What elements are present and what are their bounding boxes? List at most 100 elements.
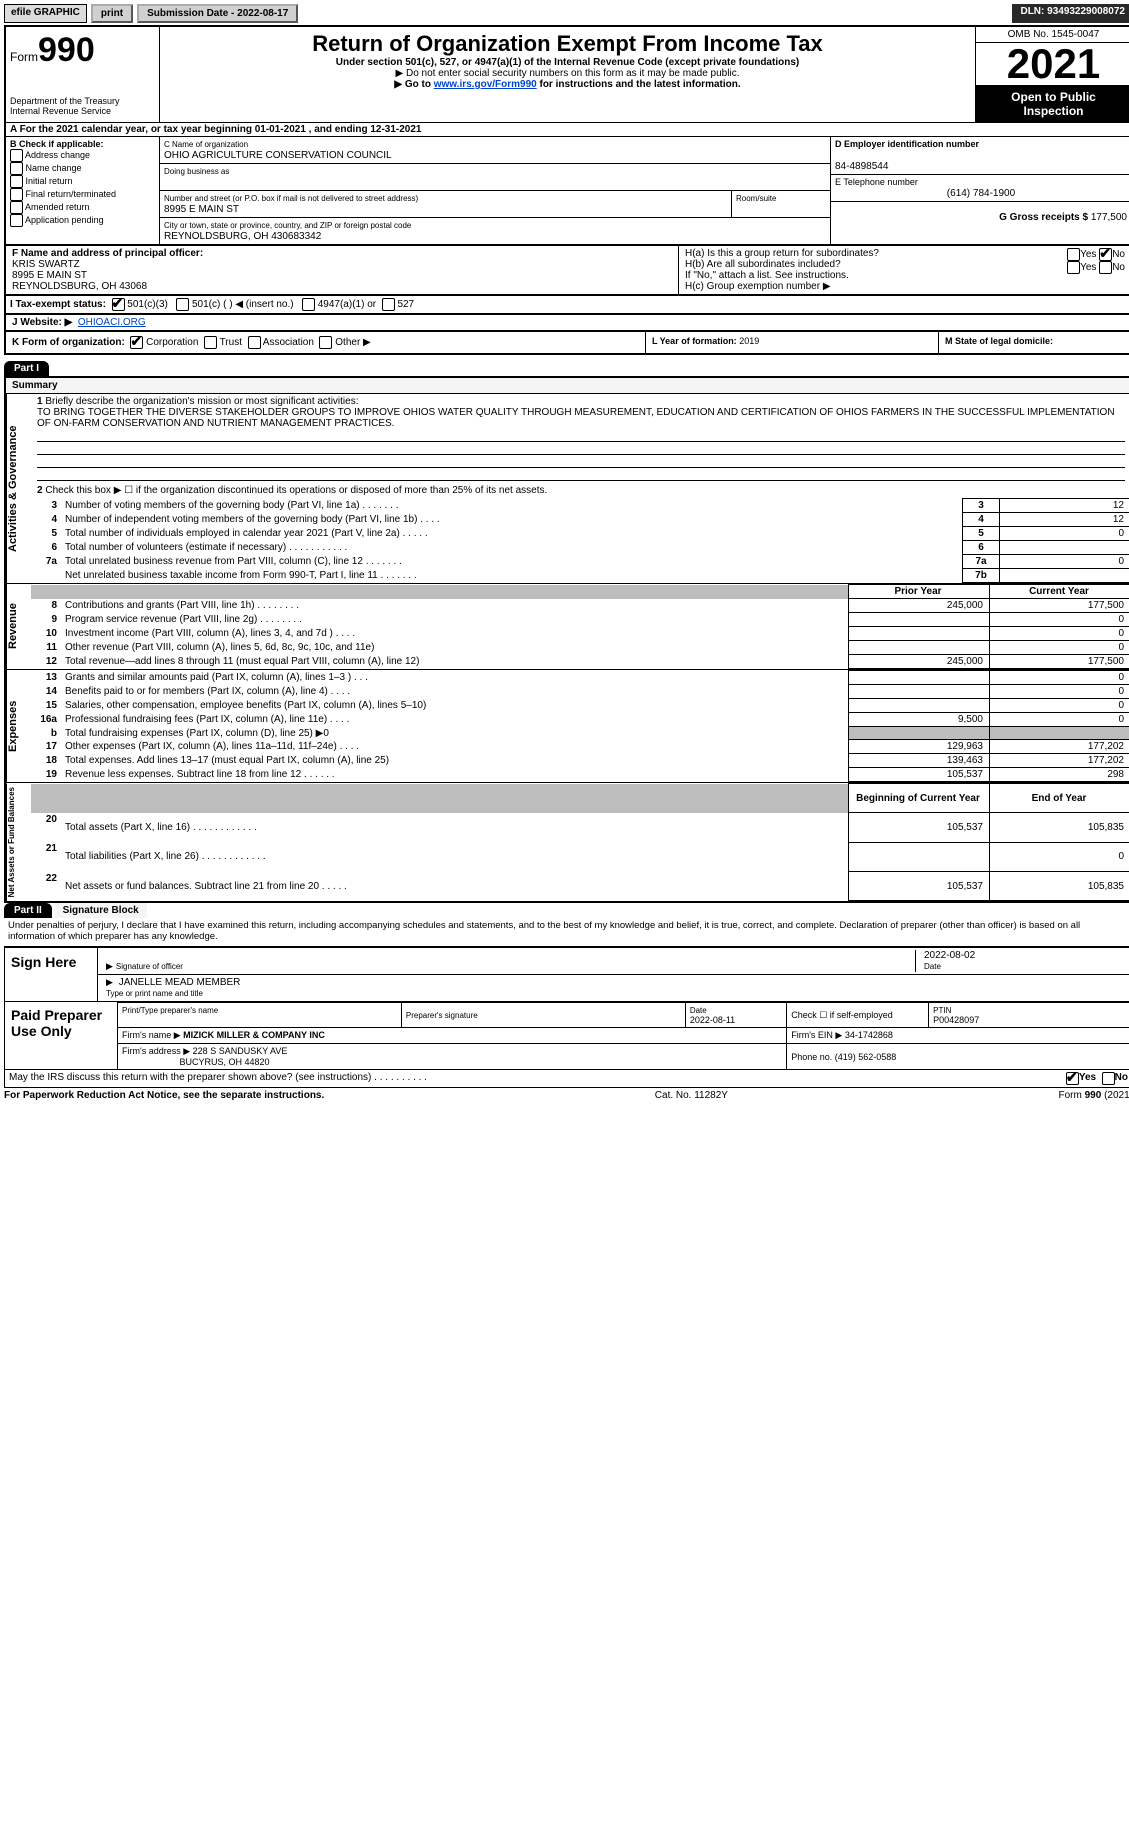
paid-preparer-table: Print/Type preparer's name Preparer's si… [117,1002,1129,1069]
print-button[interactable]: print [91,4,133,23]
org-info-grid: B Check if applicable: Address change Na… [4,137,1129,246]
street-label: Number and street (or P.O. box if mail i… [164,194,418,203]
addr-change-checkbox[interactable] [10,149,23,162]
submission-date-button[interactable]: Submission Date - 2022-08-17 [137,4,298,23]
hb-yes-checkbox[interactable] [1067,261,1080,274]
4947-label: 4947(a)(1) or [318,299,376,310]
tax-exempt-row: I Tax-exempt status: 501(c)(3) 501(c) ( … [4,296,1129,315]
firm-addr1: 228 S SANDUSKY AVE [193,1046,288,1056]
firm-addr2: BUCYRUS, OH 44820 [180,1057,270,1067]
period-text: For the 2021 calendar year, or tax year … [20,124,422,135]
form-title: Return of Organization Exempt From Incom… [168,31,967,57]
i-label: I Tax-exempt status: [10,299,106,310]
501c3-checkbox[interactable] [112,298,125,311]
room-label: Room/suite [736,194,776,203]
ssn-hint: ▶ Do not enter social security numbers o… [168,68,967,79]
goto-post: for instructions and the latest informat… [537,79,741,90]
assoc-checkbox[interactable] [248,336,261,349]
hb-no-label: No [1112,262,1125,273]
summary-title: Summary [6,378,1129,394]
trust-checkbox[interactable] [204,336,217,349]
revenue-table: Prior YearCurrent Year8Contributions and… [31,584,1129,669]
org-name: OHIO AGRICULTURE CONSERVATION COUNCIL [164,150,392,161]
instructions-link[interactable]: www.irs.gov/Form990 [434,79,537,90]
q2-text: Check this box ▶ ☐ if the organization d… [45,485,547,496]
city-label: City or town, state or province, country… [164,221,411,230]
website-link[interactable]: OHIOACI.ORG [78,317,146,328]
netassets-vlabel: Net Assets or Fund Balances [6,783,31,901]
officer-addr2: REYNOLDSBURG, OH 43068 [12,281,147,292]
website-row: J Website: ▶ OHIOACI.ORG [4,315,1129,332]
klm-row: K Form of organization: Corporation Trus… [4,332,1129,355]
c-name-label: C Name of organization [164,140,248,149]
4947-checkbox[interactable] [302,298,315,311]
527-label: 527 [397,299,414,310]
principal-and-group: F Name and address of principal officer:… [4,246,1129,296]
sig-officer-label: Signature of officer [116,962,183,971]
discuss-yes-label: Yes [1079,1072,1096,1085]
street-value: 8995 E MAIN ST [164,204,239,215]
pt-name-label: Print/Type preparer's name [122,1006,218,1015]
sign-here-label: Sign Here [5,948,97,1001]
cat-no: Cat. No. 11282Y [655,1090,728,1101]
part2-header: Part II [4,903,52,918]
f-label: F Name and address of principal officer: [12,248,203,259]
ein-value: 84-4898544 [835,161,888,172]
final-return-checkbox[interactable] [10,188,23,201]
discuss-no-checkbox[interactable] [1102,1072,1115,1085]
d-ein-label: D Employer identification number [835,139,979,149]
date-label: Date [924,962,941,971]
form-subtitle: Under section 501(c), 527, or 4947(a)(1)… [168,57,967,68]
dba-label: Doing business as [164,167,229,176]
ptin-label: PTIN [933,1006,951,1015]
ha-yes-checkbox[interactable] [1067,248,1080,261]
j-label: J Website: ▶ [12,317,72,328]
signature-block-title: Signature Block [55,903,147,918]
part1-header: Part I [4,361,49,376]
officer-name: KRIS SWARTZ [12,259,80,270]
form-number: Form990 [10,31,155,70]
discuss-yes-checkbox[interactable] [1066,1072,1079,1085]
k-label: K Form of organization: [12,337,125,348]
m-label: M State of legal domicile: [945,336,1053,346]
phone-value: (614) 784-1900 [835,188,1127,199]
hb-no-checkbox[interactable] [1099,261,1112,274]
trust-label: Trust [220,337,242,348]
ptin-value: P00428097 [933,1015,979,1025]
officer-addr1: 8995 E MAIN ST [12,270,87,281]
other-checkbox[interactable] [319,336,332,349]
hb-label: H(b) Are all subordinates included? [685,259,841,270]
firm-phone-label: Phone no. [791,1052,832,1062]
dln-label: DLN: 93493229008072 [1012,4,1129,23]
name-change-checkbox[interactable] [10,162,23,175]
amended-label: Amended return [25,202,90,212]
city-value: REYNOLDSBURG, OH 430683342 [164,231,321,242]
app-pending-label: Application pending [25,215,104,225]
governance-table: 3Number of voting members of the governi… [31,498,1129,583]
revenue-vlabel: Revenue [6,584,31,669]
firm-name: MIZICK MILLER & COMPANY INC [183,1030,325,1040]
form-header: Form990 Department of the Treasury Inter… [4,25,1129,122]
corp-checkbox[interactable] [130,336,143,349]
initial-return-checkbox[interactable] [10,175,23,188]
declaration-text: Under penalties of perjury, I declare th… [4,918,1129,944]
expenses-table: 13Grants and similar amounts paid (Part … [31,670,1129,782]
firm-name-label: Firm's name ▶ [122,1030,181,1040]
type-name-label: Type or print name and title [106,989,203,998]
final-return-label: Final return/terminated [26,189,117,199]
527-checkbox[interactable] [382,298,395,311]
app-pending-checkbox[interactable] [10,214,23,227]
501c-checkbox[interactable] [176,298,189,311]
governance-vlabel: Activities & Governance [6,394,31,583]
sig-date: 2022-08-02 [924,950,975,961]
form-990-num: 990 [38,31,95,69]
netassets-table: Beginning of Current YearEnd of Year20To… [31,783,1129,901]
ha-no-checkbox[interactable] [1099,248,1112,261]
form-footer: Form 990 (2021) [1059,1090,1129,1101]
firm-ein: 34-1742868 [845,1030,893,1040]
paid-preparer-label: Paid Preparer Use Only [5,1002,117,1069]
l-label: L Year of formation: [652,336,737,346]
amended-checkbox[interactable] [10,201,23,214]
paperwork-notice: For Paperwork Reduction Act Notice, see … [4,1090,324,1101]
discuss-no-label: No [1115,1072,1128,1085]
